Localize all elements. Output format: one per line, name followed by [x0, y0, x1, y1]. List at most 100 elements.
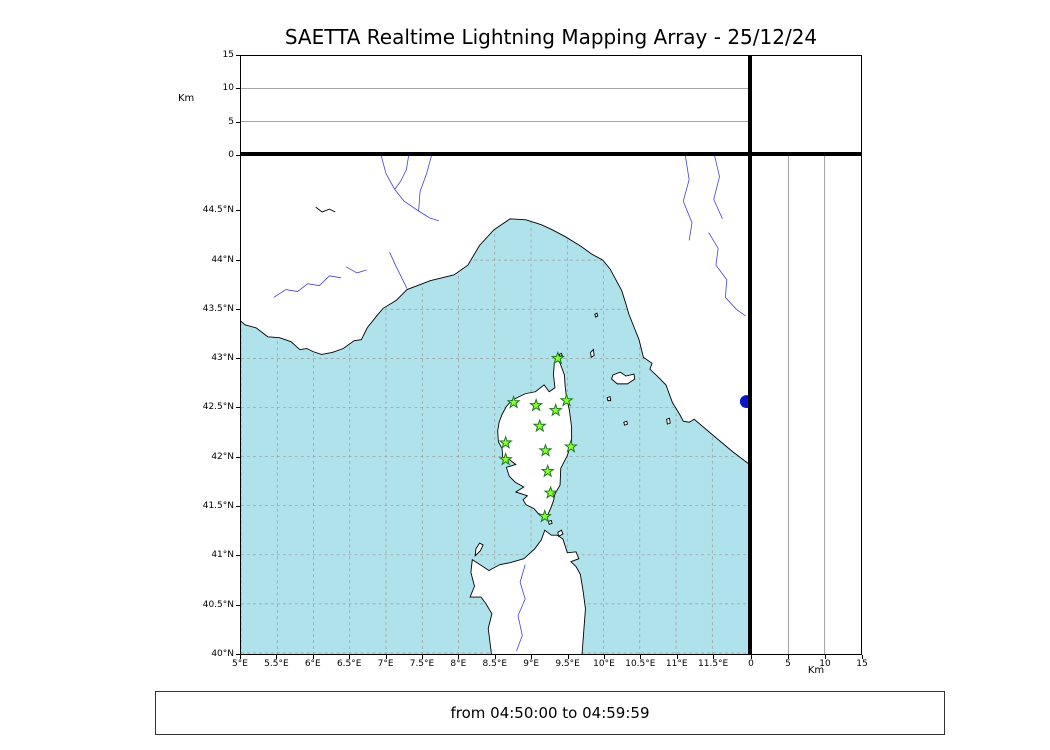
panel-divider-horizontal [240, 152, 862, 155]
latitude-tick-label: 41.5°N [202, 501, 234, 512]
longitude-tick-label: 11°E [665, 659, 688, 669]
tick-mark [421, 655, 423, 659]
river [713, 156, 723, 220]
longitude-tick-label: 5.5°E [264, 659, 289, 669]
tick-mark [825, 655, 826, 659]
tick-mark [640, 655, 642, 659]
altitude-tick-label-left: 10 [222, 83, 234, 94]
coastline-pianosa [606, 396, 612, 402]
coastline-maddalena [557, 529, 564, 537]
altitude-tick-label-bottom: 0 [748, 659, 754, 669]
tick-mark [751, 655, 752, 659]
station-star-marker [540, 463, 555, 478]
tick-mark [788, 655, 789, 659]
tick-mark [385, 655, 387, 659]
tick-mark [862, 655, 863, 659]
river [394, 156, 410, 190]
altitude-tick-label-left: 15 [222, 50, 234, 60]
status-text: from 04:50:00 to 04:59:59 [450, 704, 650, 722]
station-star-marker [548, 402, 563, 417]
station-star-marker [550, 350, 565, 365]
latitude-tick-label: 42.5°N [202, 402, 234, 413]
longitude-tick-label: 9°E [523, 659, 540, 669]
panel-divider-vertical [748, 55, 751, 655]
geographic-map [241, 156, 750, 654]
station-star-marker [537, 508, 552, 523]
longitude-tick-label: 11.5°E [698, 659, 729, 669]
station-star-marker [532, 418, 547, 433]
latitude-tick-label: 44.5°N [202, 205, 234, 216]
latitude-tick-label: 40°N [211, 649, 234, 659]
station-star-marker [528, 397, 544, 412]
altitude-tick-label-left: 0 [228, 150, 234, 160]
tick-mark [713, 655, 715, 659]
coastline-gorgona [594, 312, 599, 318]
coastline-giraglia [558, 352, 563, 358]
altitude-tick-label-bottom: 5 [785, 659, 791, 669]
tick-mark [567, 655, 569, 659]
terrain-line [315, 206, 336, 213]
coastline-asinara [474, 542, 484, 557]
altitude-tick-label-left: 5 [228, 116, 234, 127]
altitude-longitude-plot [241, 88, 750, 122]
tick-mark [676, 655, 678, 659]
coastline-giglio [666, 417, 671, 425]
altitude-tick-label-bottom: 15 [856, 659, 868, 669]
longitude-tick-label: 7°E [377, 659, 394, 669]
latitude-tick-label: 43°N [211, 353, 234, 364]
longitude-tick-label: 6°E [304, 659, 321, 669]
latitude-tick-label: 43.5°N [202, 303, 234, 314]
station-star-marker [563, 439, 579, 453]
river [418, 156, 432, 212]
tick-mark [349, 655, 351, 659]
coastline-elba [611, 371, 636, 385]
altitude-vs-longitude-panel [240, 55, 751, 155]
corner-panel [751, 55, 862, 155]
river [708, 232, 746, 317]
station-star-marker [543, 485, 558, 499]
coastline-montecristo [623, 420, 629, 426]
altitude-vs-latitude-panel [751, 155, 862, 655]
altitude-axis-label-left: Km [178, 93, 195, 104]
tick-mark [240, 655, 241, 659]
river [380, 156, 440, 222]
river [273, 275, 342, 298]
map-panel [240, 155, 751, 655]
tick-mark [312, 655, 314, 659]
river [345, 266, 367, 274]
longitude-tick-label: 10°E [593, 659, 615, 669]
longitude-tick-label: 5°E [232, 659, 248, 669]
coastline-capraia [590, 348, 595, 359]
river [682, 156, 693, 241]
coastline-sardinia [469, 529, 586, 654]
longitude-tick-label: 9.5°E [555, 659, 580, 669]
latitude-tick-label: 44°N [211, 254, 234, 265]
latitude-tick-label: 40.5°N [202, 599, 234, 610]
tick-mark [531, 655, 533, 659]
page-title: SAETTA Realtime Lightning Mapping Array … [284, 25, 818, 49]
river [389, 252, 408, 289]
station-star-marker [498, 435, 513, 449]
longitude-tick-label: 8.5°E [482, 659, 508, 669]
tick-mark [494, 655, 496, 659]
altitude-latitude-plot [787, 156, 826, 654]
station-star-marker [538, 443, 553, 457]
latitude-tick-label: 41°N [211, 550, 234, 561]
station-star-marker [498, 451, 513, 466]
coastline-mainland [241, 156, 750, 466]
altitude-axis-label-bottom: Km [807, 665, 825, 676]
station-star-marker [559, 393, 574, 407]
longitude-tick-label: 7.5°E [409, 659, 435, 669]
latitude-tick-label: 42°N [211, 451, 234, 462]
river [516, 564, 526, 652]
longitude-tick-label: 10.5°E [625, 659, 656, 669]
tick-mark [458, 655, 460, 659]
status-bar: from 04:50:00 to 04:59:59 [155, 691, 945, 735]
longitude-tick-label: 6.5°E [336, 659, 362, 669]
station-star-marker [506, 394, 521, 409]
longitude-tick-label: 8°E [450, 659, 467, 669]
tick-mark [603, 655, 605, 659]
detection-dot [739, 395, 750, 409]
coastline-lavezzi [547, 519, 553, 525]
